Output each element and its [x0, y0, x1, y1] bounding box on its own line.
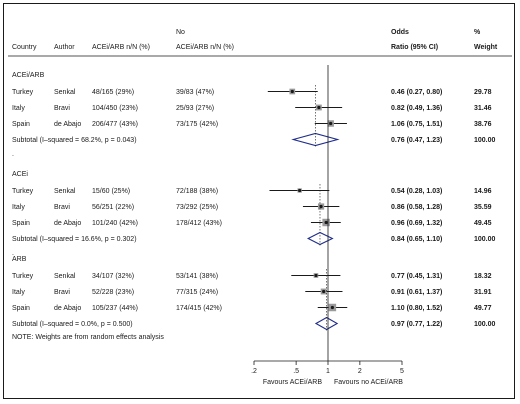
study-weight: 49.77 — [474, 305, 492, 312]
subtotal-or: 0.84 (0.65, 1.10) — [391, 236, 442, 243]
study-or: 0.91 (0.61, 1.37) — [391, 289, 442, 296]
point-estimate — [314, 273, 318, 278]
study-or: 0.77 (0.45, 1.31) — [391, 273, 442, 280]
footnote: NOTE: Weights are from random effects an… — [12, 334, 164, 341]
study-country: Spain — [12, 121, 30, 128]
point-estimate — [298, 188, 302, 193]
group-separator-dot: . — [12, 250, 14, 257]
study-treated: 48/165 (29%) — [92, 89, 134, 96]
header-or-line1: Odds — [391, 29, 409, 36]
x-label-left: Favours ACEi/ARB — [263, 379, 322, 386]
study-weight: 31.91 — [474, 289, 492, 296]
x-tick-label: 2 — [358, 368, 362, 375]
study-author: Senkal — [54, 273, 76, 280]
study-or: 0.96 (0.69, 1.32) — [391, 220, 442, 227]
x-tick-label: .2 — [251, 368, 257, 375]
x-tick-label: .5 — [293, 368, 299, 375]
header-control-line2: ACEi/ARB n/N (%) — [176, 44, 234, 51]
header-treated: ACEi/ARB n/N (%) — [92, 44, 150, 51]
point-estimate — [324, 220, 328, 225]
study-treated: 56/251 (22%) — [92, 204, 134, 211]
subtotal-label: Subtotal (I–squared = 16.6%, p = 0.302) — [12, 236, 137, 243]
x-tick-label: 1 — [326, 368, 330, 375]
study-weight: 49.45 — [474, 220, 492, 227]
study-country: Italy — [12, 204, 25, 211]
point-estimate — [317, 105, 321, 110]
study-control: 73/292 (25%) — [176, 204, 218, 211]
subtotal-label: Subtotal (I–squared = 68.2%, p = 0.043) — [12, 137, 137, 144]
study-country: Italy — [12, 289, 25, 296]
study-country: Spain — [12, 305, 30, 312]
study-control: 73/175 (42%) — [176, 121, 218, 128]
study-or: 0.46 (0.27, 0.80) — [391, 89, 442, 96]
study-country: Spain — [12, 220, 30, 227]
subtotal-weight: 100.00 — [474, 321, 496, 328]
study-weight: 18.32 — [474, 273, 492, 280]
forest-plot: No Odds % Country Author ACEi/ARB n/N (%) ACEi… — [8, 29, 512, 386]
subtotal-label: Subtotal (I–squared = 0.0%, p = 0.500) — [12, 321, 133, 328]
study-control: 53/141 (38%) — [176, 273, 218, 280]
x-label-right: Favours no ACEi/ARB — [334, 379, 403, 386]
study-control: 178/412 (43%) — [176, 220, 222, 227]
study-control: 174/415 (42%) — [176, 305, 222, 312]
study-weight: 31.46 — [474, 105, 492, 112]
subtotal-diamond — [306, 231, 334, 246]
study-control: 25/93 (27%) — [176, 105, 214, 112]
study-treated: 34/107 (32%) — [92, 273, 134, 280]
study-treated: 105/237 (44%) — [92, 305, 138, 312]
header-weight-line2: Weight — [474, 44, 498, 51]
study-or: 0.54 (0.28, 1.03) — [391, 188, 442, 195]
study-or: 0.82 (0.49, 1.36) — [391, 105, 442, 112]
study-treated: 206/477 (43%) — [92, 121, 138, 128]
header-author: Author — [54, 44, 75, 51]
study-author: Senkal — [54, 188, 76, 195]
study-author: Bravi — [54, 204, 70, 211]
study-weight: 29.78 — [474, 89, 492, 96]
study-weight: 14.96 — [474, 188, 492, 195]
group-label: ACEi — [12, 171, 28, 178]
x-tick-label: 5 — [400, 368, 404, 375]
study-country: Turkey — [12, 89, 34, 96]
study-or: 0.86 (0.58, 1.28) — [391, 204, 442, 211]
group-label: ACEi/ARB — [12, 72, 45, 79]
header-weight-line1: % — [474, 29, 481, 36]
study-author: Senkal — [54, 89, 76, 96]
point-estimate — [290, 89, 294, 94]
study-weight: 35.59 — [474, 204, 492, 211]
study-treated: 52/228 (23%) — [92, 289, 134, 296]
study-treated: 15/60 (25%) — [92, 188, 130, 195]
point-estimate — [329, 121, 333, 126]
study-control: 39/83 (47%) — [176, 89, 214, 96]
header-country: Country — [12, 44, 37, 51]
subtotal-weight: 100.00 — [474, 236, 496, 243]
study-author: Bravi — [54, 105, 70, 112]
point-estimate — [322, 289, 326, 294]
study-weight: 38.76 — [474, 121, 492, 128]
study-treated: 104/450 (23%) — [92, 105, 138, 112]
header-control-line1: No — [176, 29, 185, 36]
study-control: 72/188 (38%) — [176, 188, 218, 195]
study-country: Turkey — [12, 273, 34, 280]
study-or: 1.06 (0.75, 1.51) — [391, 121, 442, 128]
study-country: Turkey — [12, 188, 34, 195]
subtotal-or: 0.97 (0.77, 1.22) — [391, 321, 442, 328]
point-estimate — [330, 305, 334, 310]
study-author: de Abajo — [54, 121, 81, 128]
chart-frame: No Odds% Country Author ACEi/ARB n/N (%) ACEi… — [3, 3, 515, 399]
subtotal-diamond — [291, 132, 340, 147]
study-treated: 101/240 (42%) — [92, 220, 138, 227]
subtotal-or: 0.76 (0.47, 1.23) — [391, 137, 442, 144]
group-label: ARB — [12, 256, 27, 263]
study-control: 77/315 (24%) — [176, 289, 218, 296]
study-country: Italy — [12, 105, 25, 112]
study-or: 1.10 (0.80, 1.52) — [391, 305, 442, 312]
subtotal-weight: 100.00 — [474, 137, 496, 144]
group-separator-dot: . — [12, 151, 14, 158]
header-or-line2: Ratio (95% CI) — [391, 44, 438, 51]
study-author: Bravi — [54, 289, 70, 296]
study-author: de Abajo — [54, 305, 81, 312]
study-author: de Abajo — [54, 220, 81, 227]
subtotal-diamond — [314, 316, 339, 331]
